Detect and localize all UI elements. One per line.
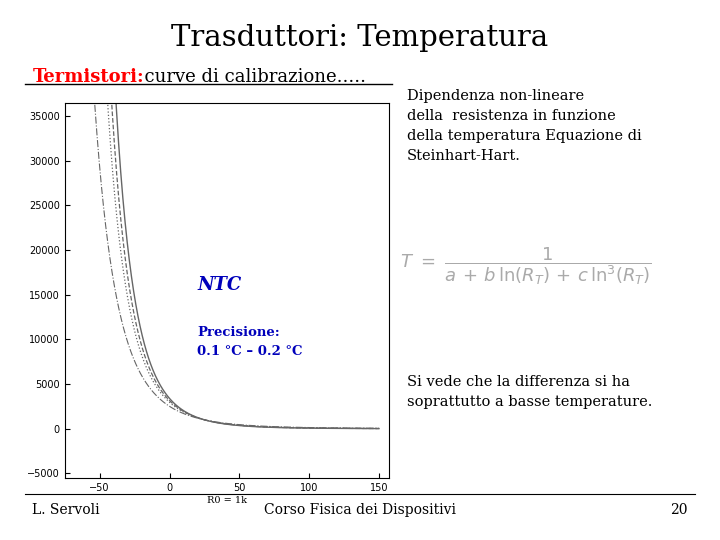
Text: Si vede che la differenza si ha
soprattutto a basse temperature.: Si vede che la differenza si ha soprattu… <box>407 375 652 409</box>
Text: NTC: NTC <box>197 276 242 294</box>
X-axis label: R0 = 1k: R0 = 1k <box>207 496 247 504</box>
Text: 20: 20 <box>670 503 688 517</box>
Text: Precisione:
0.1 °C – 0.2 °C: Precisione: 0.1 °C – 0.2 °C <box>197 326 303 358</box>
Text: Trasduttori: Temperatura: Trasduttori: Temperatura <box>171 24 549 52</box>
Text: Corso Fisica dei Dispositivi: Corso Fisica dei Dispositivi <box>264 503 456 517</box>
Text: $T\ =\ \dfrac{1}{a\,+\,b\,\ln(R_T)\,+\,c\,\ln^3\!(R_T)}$: $T\ =\ \dfrac{1}{a\,+\,b\,\ln(R_T)\,+\,c… <box>400 246 652 287</box>
Text: Dipendenza non-lineare
della  resistenza in funzione
della temperatura Equazione: Dipendenza non-lineare della resistenza … <box>407 89 642 163</box>
Text: L. Servoli: L. Servoli <box>32 503 100 517</box>
Text: curve di calibrazione.....: curve di calibrazione..... <box>133 68 366 85</box>
Text: Termistori:: Termistori: <box>32 68 144 85</box>
